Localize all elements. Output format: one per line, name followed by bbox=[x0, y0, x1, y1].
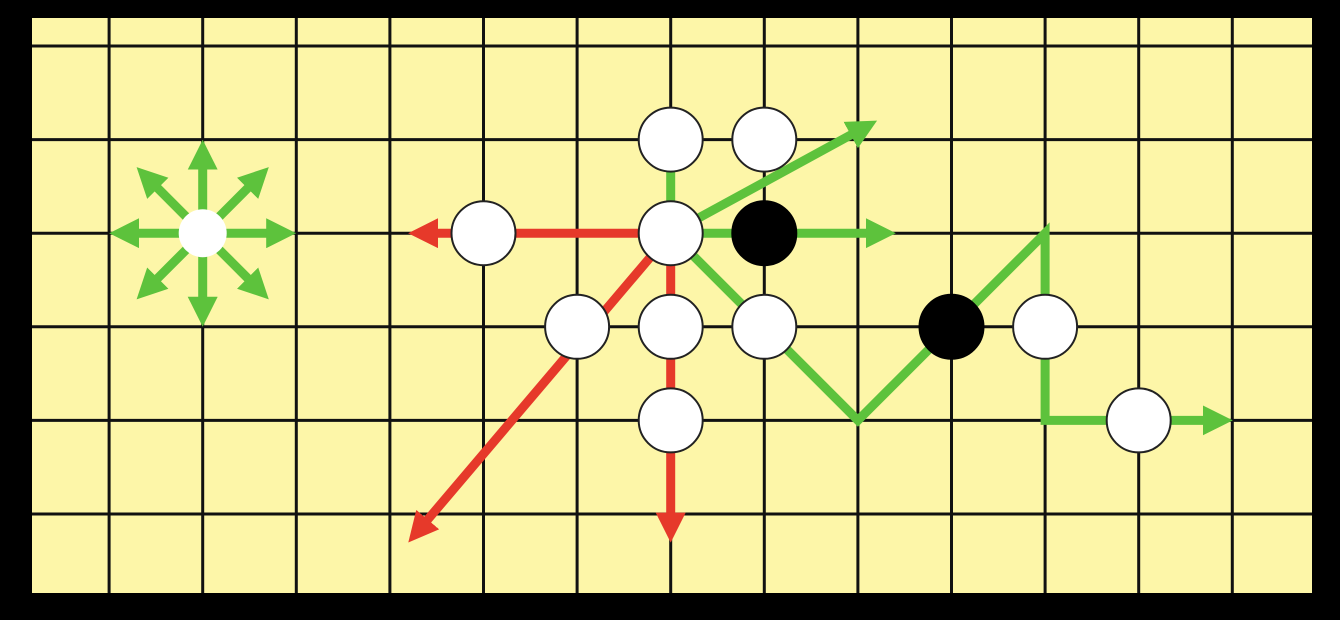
white-stone bbox=[637, 387, 704, 454]
white-stone bbox=[637, 200, 704, 267]
move-arrow-zigzag-allowed bbox=[667, 222, 1233, 436]
black-stone bbox=[918, 293, 985, 360]
white-stone bbox=[731, 106, 798, 173]
single-piece-move-arrow bbox=[136, 241, 195, 300]
single-piece-move-arrow bbox=[210, 167, 269, 226]
white-stone bbox=[1105, 387, 1172, 454]
move-arrow-up-right-allowed bbox=[668, 120, 878, 238]
single-piece-move-arrow bbox=[210, 241, 269, 300]
white-stone bbox=[731, 293, 798, 360]
move-arrow-down-left-blocked bbox=[408, 230, 675, 543]
white-stone bbox=[544, 293, 611, 360]
single-piece-move-arrow bbox=[136, 167, 195, 226]
black-stone bbox=[731, 200, 798, 267]
white-stone bbox=[637, 106, 704, 173]
white-stone bbox=[637, 293, 704, 360]
single-white-stone bbox=[178, 209, 227, 258]
white-stone bbox=[1012, 293, 1079, 360]
stones bbox=[178, 106, 1172, 454]
white-stone bbox=[450, 200, 517, 267]
